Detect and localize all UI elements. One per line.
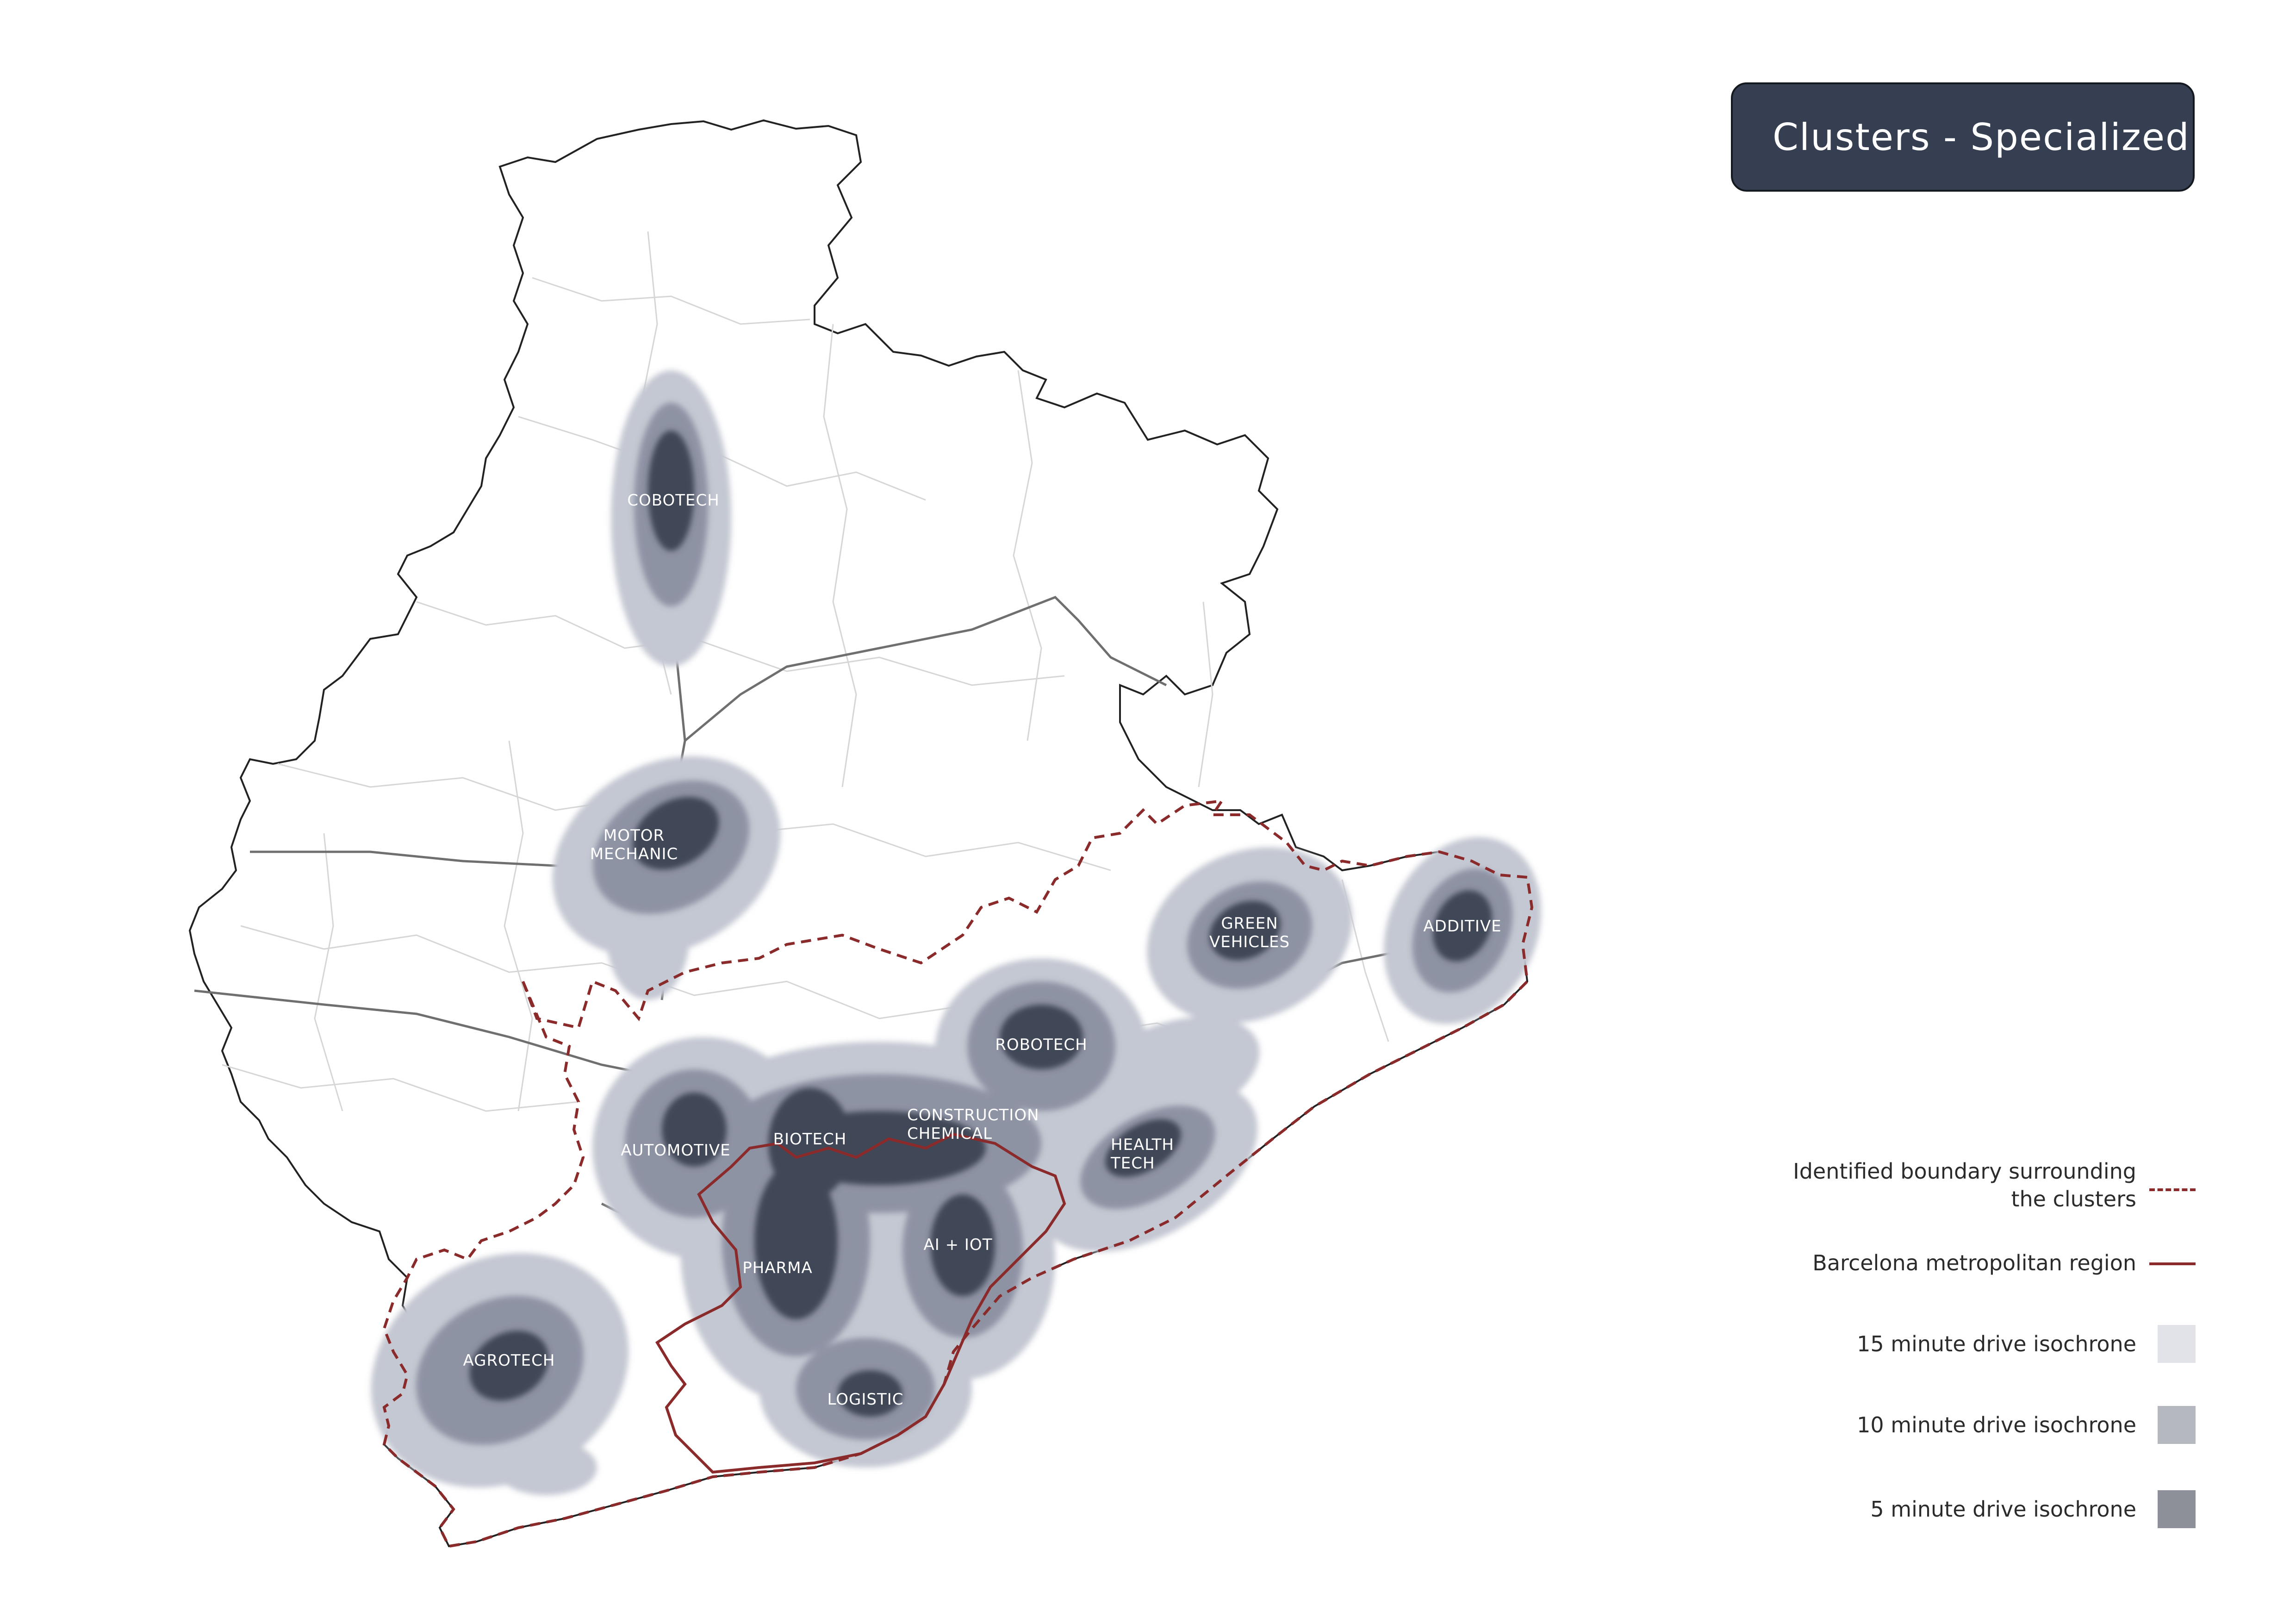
legend-label-iso10: 10 minute drive isochrone	[1857, 1412, 2136, 1437]
map-title-box: Clusters - Specialized	[1731, 82, 2195, 192]
cluster-label-pharma: PHARMA	[742, 1259, 813, 1277]
cluster-label-motor-mechanic: MOTOR MECHANIC	[590, 826, 678, 863]
cluster-label-robotech: ROBOTECH	[995, 1036, 1087, 1054]
cluster-label-construction-chemical: CONSTRUCTION CHEMICAL	[907, 1106, 1039, 1143]
cluster-boundary	[382, 799, 1534, 1548]
cluster-label-line: TECH	[1110, 1154, 1155, 1173]
cluster-label-health-tech: HEALTH TECH	[1110, 1136, 1174, 1173]
legend-swatch-iso5	[2158, 1490, 2196, 1528]
legend-label-metro-region: Barcelona metropolitan region	[1812, 1250, 2136, 1275]
cluster-label-logistic: LOGISTIC	[828, 1390, 904, 1409]
legend-label-cluster-boundary: Identified boundary surrounding the clus…	[1793, 1159, 2136, 1212]
legend-label-iso15: 15 minute drive isochrone	[1857, 1331, 2136, 1356]
cluster-label-automotive: AUTOMOTIVE	[621, 1141, 730, 1160]
cluster-labels: COBOTECH MOTOR MECHANIC GREEN VEHICLES ADD…	[463, 491, 1501, 1409]
cluster-label-cobotech: COBOTECH	[627, 491, 720, 510]
cluster-label-line: MECHANIC	[590, 845, 678, 863]
legend-swatch-iso10	[2158, 1406, 2196, 1444]
cluster-label-additive: ADDITIVE	[1423, 917, 1501, 936]
cluster-label-green-vehicles: GREEN VEHICLES	[1209, 914, 1290, 951]
cluster-label-biotech: BIOTECH	[773, 1130, 847, 1149]
legend-label-iso5: 5 minute drive isochrone	[1870, 1497, 2136, 1522]
legend-metro-region-line	[2149, 1262, 2196, 1265]
cluster-label-line: CHEMICAL	[907, 1124, 992, 1143]
isochrones-5	[469, 431, 1493, 1417]
cluster-label-agrotech: AGROTECH	[463, 1351, 555, 1370]
legend-cluster-boundary-line	[2149, 1188, 2196, 1191]
cluster-label-ai-iot: AI + IOT	[924, 1236, 993, 1254]
legend-swatch-iso15	[2158, 1325, 2196, 1363]
cluster-label-line: VEHICLES	[1209, 933, 1290, 951]
map-title: Clusters - Specialized	[1773, 115, 2190, 159]
